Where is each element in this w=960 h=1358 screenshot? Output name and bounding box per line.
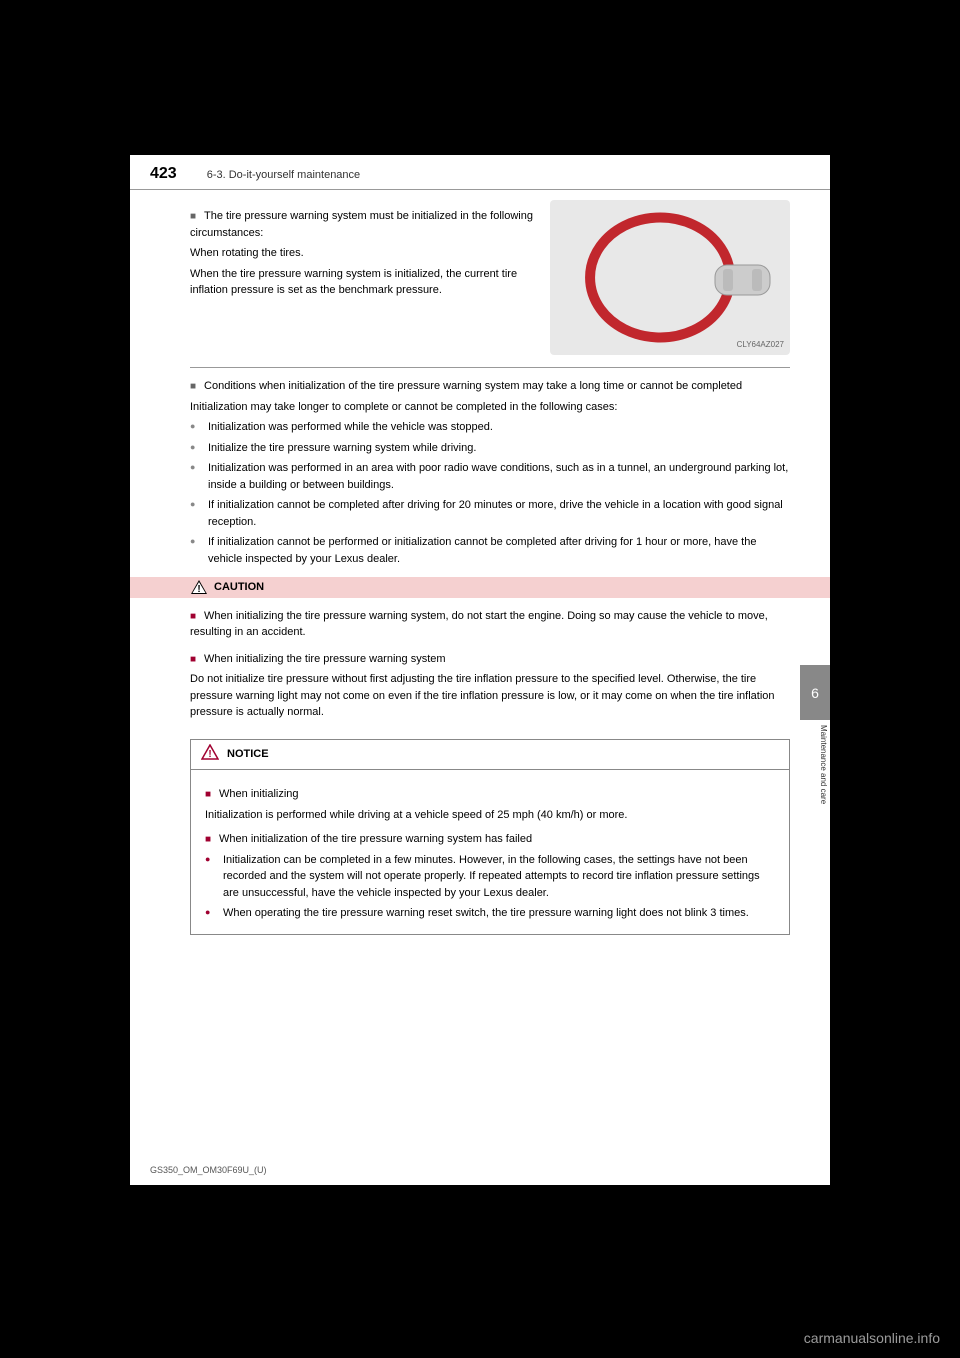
notice-item2-bullet: When operating the tire pressure warning… (205, 905, 775, 922)
block2-item: If initialization cannot be performed or… (190, 534, 790, 567)
svg-text:!: ! (208, 749, 211, 760)
notice-item2-bullet: Initialization can be completed in a few… (205, 852, 775, 902)
rotation-arrow-icon (550, 200, 790, 355)
caution-label: CAUTION (214, 579, 264, 596)
block1-title: The tire pressure warning system must be… (190, 208, 538, 241)
caution-tail: Do not initialize tire pressure without … (190, 671, 790, 721)
separator (190, 367, 790, 368)
notice-body: When initializing Initialization is perf… (191, 770, 789, 934)
section-path: 6-3. Do-it-yourself maintenance (207, 169, 360, 181)
block2-item: If initialization cannot be completed af… (190, 497, 790, 530)
warning-icon: ! (190, 579, 208, 595)
caution-item-1: When initializing the tire pressure warn… (190, 608, 790, 641)
notice-head: ! NOTICE (191, 740, 789, 771)
block2-intro: Initialization may take longer to comple… (190, 399, 790, 416)
notice-box: ! NOTICE When initializing Initializatio… (190, 739, 790, 935)
caution-item-2: When initializing the tire pressure warn… (190, 651, 790, 668)
chapter-tab: 6 (800, 665, 830, 720)
rotation-illustration: CLY64AZ027 (550, 200, 790, 355)
illustrated-block: The tire pressure warning system must be… (190, 200, 790, 355)
notice-item1-text: Initialization is performed while drivin… (205, 807, 775, 824)
warning-icon: ! (201, 744, 219, 766)
svg-text:!: ! (197, 584, 200, 595)
block2-item: Initialization was performed in an area … (190, 460, 790, 493)
page-number: 423 (150, 165, 177, 183)
page-content: The tire pressure warning system must be… (130, 190, 830, 963)
block1-text: The tire pressure warning system must be… (190, 200, 538, 355)
block2-item: Initialization was performed while the v… (190, 419, 790, 436)
watermark: carmanualsonline.info (804, 1330, 940, 1346)
notice-label: NOTICE (227, 746, 269, 763)
block2-item: Initialize the tire pressure warning sys… (190, 440, 790, 457)
chapter-label: Maintenance and care (802, 725, 828, 804)
manual-page: 423 6-3. Do-it-yourself maintenance The … (130, 155, 830, 1185)
footer-code: GS350_OM_OM30F69U_(U) (150, 1165, 267, 1175)
illus-label: CLY64AZ027 (737, 339, 784, 351)
notice-item1-title: When initializing (205, 786, 775, 803)
notice-item2-title: When initialization of the tire pressure… (205, 831, 775, 848)
caution-bar: ! CAUTION (130, 577, 830, 598)
block1-para1: When rotating the tires. (190, 245, 538, 262)
block2-title: Conditions when initialization of the ti… (190, 378, 790, 395)
page-header: 423 6-3. Do-it-yourself maintenance (130, 155, 830, 190)
block1-para2: When the tire pressure warning system is… (190, 266, 538, 299)
